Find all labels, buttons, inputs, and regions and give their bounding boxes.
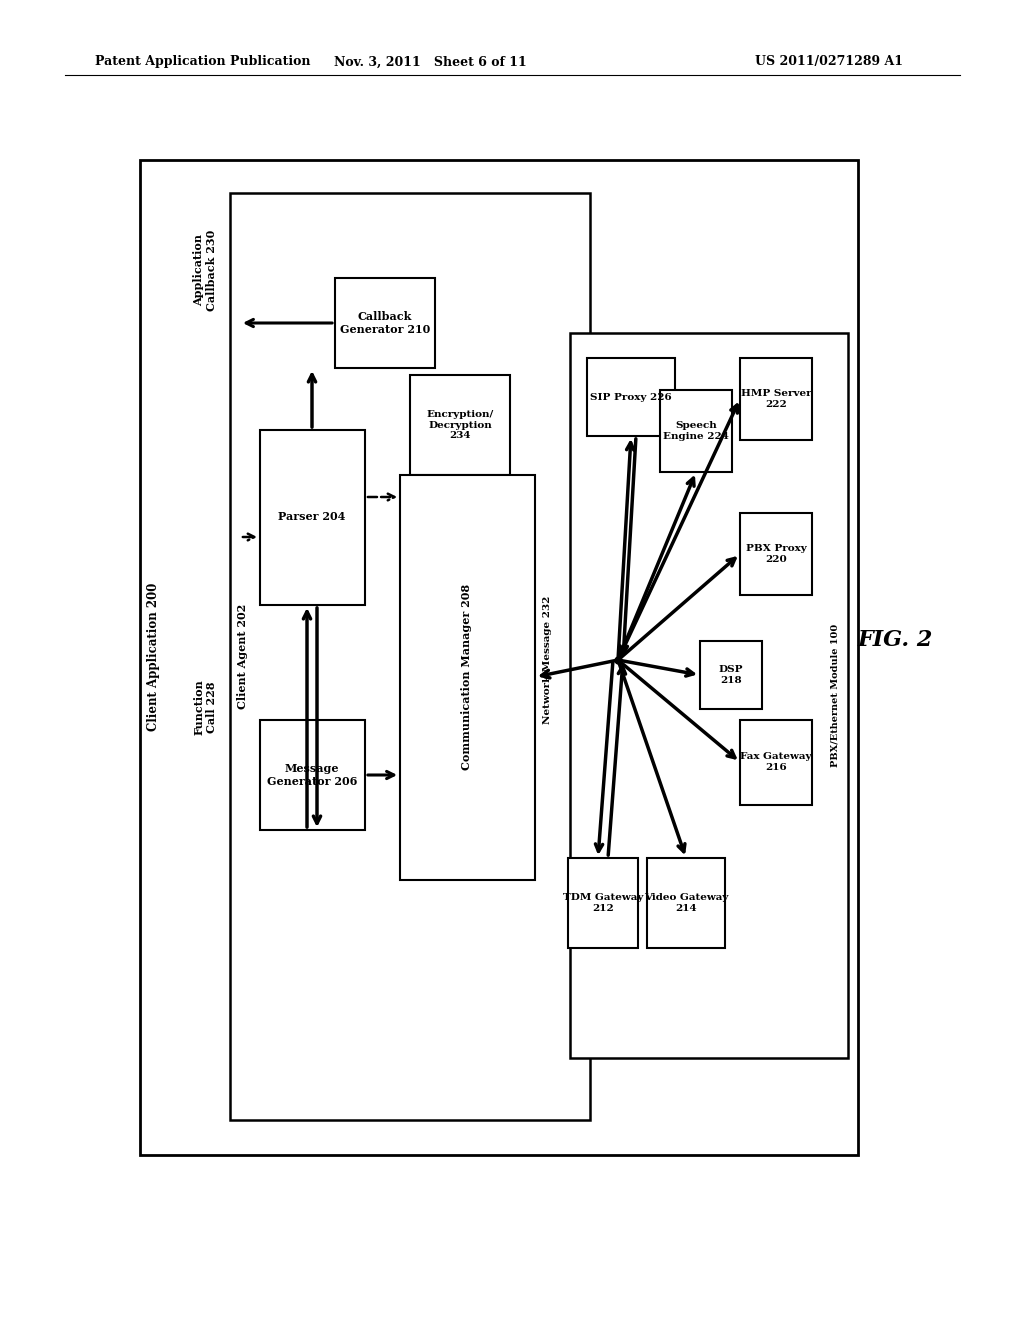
- Text: Function
Call 228: Function Call 228: [194, 678, 217, 735]
- Text: Encryption/
Decryption
234: Encryption/ Decryption 234: [426, 411, 494, 440]
- Bar: [570, 333, 848, 1059]
- Bar: [335, 279, 435, 368]
- Text: Video Gateway
214: Video Gateway 214: [644, 894, 728, 912]
- Bar: [740, 358, 812, 440]
- Bar: [740, 719, 812, 805]
- Bar: [410, 375, 510, 475]
- Text: Application
Callback 230: Application Callback 230: [194, 230, 217, 310]
- Bar: [400, 475, 535, 880]
- Text: Communication Manager 208: Communication Manager 208: [462, 583, 472, 770]
- Text: PBX/Ethernet Module 100: PBX/Ethernet Module 100: [830, 623, 840, 767]
- Text: PBX Proxy
220: PBX Proxy 220: [745, 544, 806, 564]
- Text: Callback
Generator 210: Callback Generator 210: [340, 312, 430, 335]
- Text: Parser 204: Parser 204: [279, 511, 346, 523]
- Text: Nov. 3, 2011   Sheet 6 of 11: Nov. 3, 2011 Sheet 6 of 11: [334, 55, 526, 69]
- Bar: [260, 719, 365, 830]
- Bar: [660, 389, 732, 473]
- Text: Network Message 232: Network Message 232: [544, 595, 553, 725]
- Bar: [700, 642, 762, 709]
- Text: FIG. 2: FIG. 2: [857, 630, 933, 651]
- Bar: [568, 858, 638, 948]
- Text: DSP
218: DSP 218: [719, 665, 743, 685]
- Text: Fax Gateway
216: Fax Gateway 216: [740, 752, 812, 772]
- Bar: [140, 160, 858, 1155]
- Text: HMP Server
222: HMP Server 222: [740, 389, 811, 409]
- Text: Message
Generator 206: Message Generator 206: [267, 763, 357, 787]
- Bar: [260, 430, 365, 605]
- Bar: [230, 193, 590, 1119]
- Text: SIP Proxy 226: SIP Proxy 226: [590, 392, 672, 401]
- Bar: [647, 858, 725, 948]
- Text: Speech
Engine 224: Speech Engine 224: [664, 421, 729, 441]
- Bar: [740, 513, 812, 595]
- Text: US 2011/0271289 A1: US 2011/0271289 A1: [755, 55, 903, 69]
- Text: TDM Gateway
212: TDM Gateway 212: [563, 894, 643, 912]
- Text: Patent Application Publication: Patent Application Publication: [95, 55, 310, 69]
- Bar: [587, 358, 675, 436]
- Text: Client Agent 202: Client Agent 202: [238, 603, 249, 709]
- Text: Client Application 200: Client Application 200: [146, 583, 160, 731]
